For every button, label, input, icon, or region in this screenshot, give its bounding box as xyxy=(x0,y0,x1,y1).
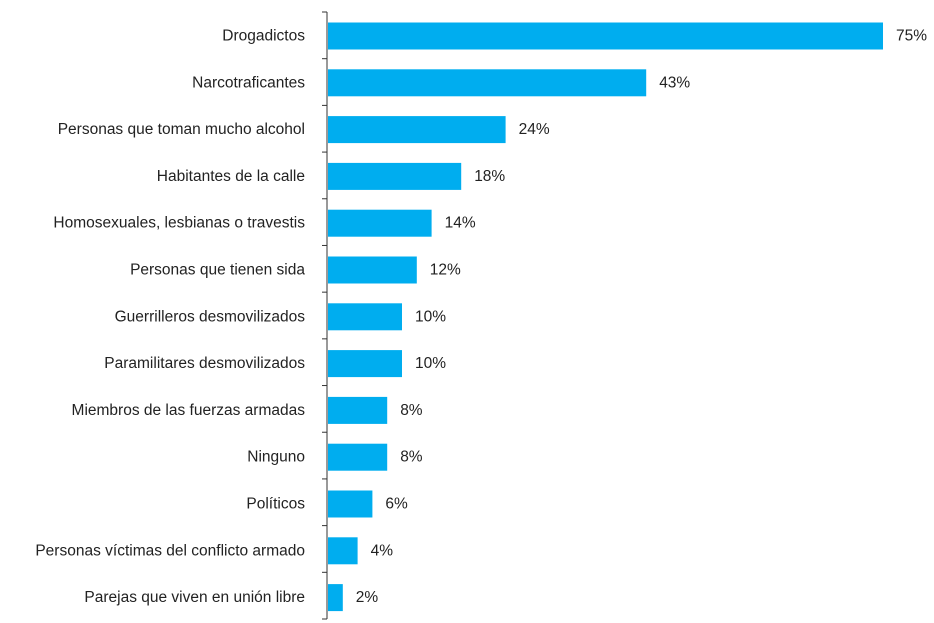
bar-guerrilleros-desmovilizados xyxy=(328,303,402,331)
category-label-personas-que-toman-mucho-alcohol: Personas que toman mucho alcohol xyxy=(58,121,305,138)
category-label-ninguno: Ninguno xyxy=(247,449,305,466)
value-label-guerrilleros-desmovilizados: 10% xyxy=(415,308,446,325)
value-label-personas-que-tienen-sida: 12% xyxy=(430,262,461,279)
value-label-politicos: 6% xyxy=(385,496,408,513)
bar-personas-victimas-del-conflicto-armado xyxy=(328,537,358,565)
bar-miembros-de-las-fuerzas-armadas xyxy=(328,396,388,424)
bar-narcotraficantes xyxy=(328,69,647,97)
category-label-personas-victimas-del-conflicto-armado: Personas víctimas del conflicto armado xyxy=(35,542,305,559)
category-label-narcotraficantes: Narcotraficantes xyxy=(192,74,305,91)
bar-personas-que-toman-mucho-alcohol xyxy=(328,116,506,144)
value-label-paramilitares-desmovilizados: 10% xyxy=(415,355,446,372)
category-label-homosexuales-lesbianas-o-travestis: Homosexuales, lesbianas o travestis xyxy=(53,215,305,232)
bar-drogadictos xyxy=(328,22,883,50)
bars-layer xyxy=(328,22,883,612)
value-labels: 75% 43% 24% 18% 14% 12% 10% 10% 8% 8% 6% 4% 2% xyxy=(356,28,927,607)
value-label-miembros-de-las-fuerzas-armadas: 8% xyxy=(400,402,423,419)
category-label-guerrilleros-desmovilizados: Guerrilleros desmovilizados xyxy=(115,308,306,325)
value-label-ninguno: 8% xyxy=(400,449,423,466)
category-label-habitantes-de-la-calle: Habitantes de la calle xyxy=(157,168,305,185)
bar-personas-que-tienen-sida xyxy=(328,256,417,284)
value-label-homosexuales-lesbianas-o-travestis: 14% xyxy=(445,215,476,232)
category-label-drogadictos: Drogadictos xyxy=(222,28,305,45)
value-label-personas-victimas-del-conflicto-armado: 4% xyxy=(371,542,394,559)
bar-paramilitares-desmovilizados xyxy=(328,350,402,378)
bar-ninguno xyxy=(328,443,388,471)
value-label-habitantes-de-la-calle: 18% xyxy=(474,168,505,185)
category-label-personas-que-tienen-sida: Personas que tienen sida xyxy=(130,262,305,279)
category-label-parejas-que-viven-en-union-libre: Parejas que viven en unión libre xyxy=(84,589,305,606)
category-label-paramilitares-desmovilizados: Paramilitares desmovilizados xyxy=(104,355,305,372)
category-labels: Drogadictos Narcotraficantes Personas que … xyxy=(35,28,305,607)
category-label-politicos: Políticos xyxy=(246,496,305,513)
y-axis xyxy=(322,11,328,620)
bar-politicos xyxy=(328,490,373,518)
value-label-parejas-que-viven-en-union-libre: 2% xyxy=(356,589,379,606)
value-label-narcotraficantes: 43% xyxy=(659,74,690,91)
value-label-personas-que-toman-mucho-alcohol: 24% xyxy=(519,121,550,138)
bar-habitantes-de-la-calle xyxy=(328,162,462,190)
category-label-miembros-de-las-fuerzas-armadas: Miembros de las fuerzas armadas xyxy=(72,402,306,419)
bar-homosexuales-lesbianas-o-travestis xyxy=(328,209,432,237)
bar-parejas-que-viven-en-union-libre xyxy=(328,584,343,612)
value-label-drogadictos: 75% xyxy=(896,28,927,45)
